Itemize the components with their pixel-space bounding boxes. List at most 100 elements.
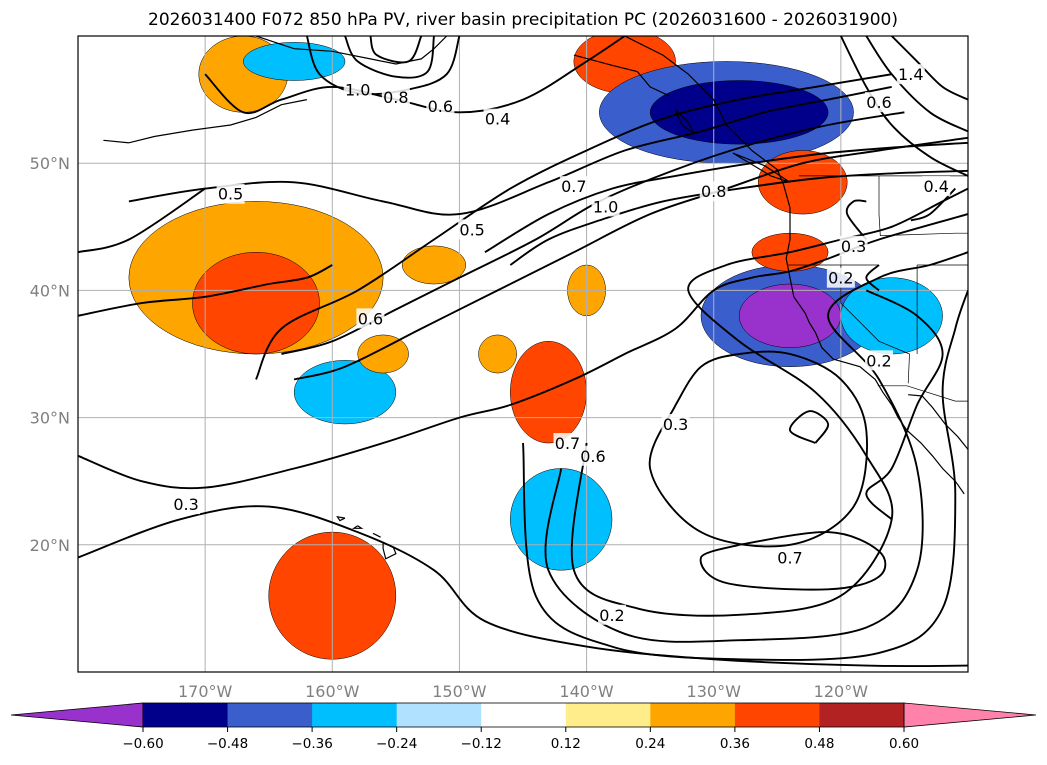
contour-label-backdrop [356,308,385,329]
coastline [103,99,308,144]
contour-label-backdrop [896,64,925,85]
latitude-tick-label: 30°N [30,409,70,428]
contour-label: 1.0 [345,80,370,99]
axis-ticks: 170°W 160°W 150°W 140°W 130°W 120°W 50°N 40°N 30… [30,154,869,701]
contour-label-backdrop [865,350,893,371]
colorbar-tick-label: −0.36 [291,736,332,752]
pv-contour-line [865,36,968,133]
state-border [877,385,968,402]
longitude-tick-label: 120°W [814,682,869,701]
colorbar-segment [650,703,736,727]
coastline [573,54,670,97]
coastline [624,36,965,495]
colorbar-tick-label: 0.60 [889,736,919,752]
contour-label: 0.8 [701,182,726,201]
contour-label: 0.6 [866,93,891,112]
coastline [372,532,381,538]
contour-label-backdrop [483,108,512,129]
contour-label-backdrop [598,604,626,625]
pv-contour-line [293,136,968,381]
pv-contour-line [891,36,968,101]
pv-contour-line [789,410,830,444]
contour-label-backdrop [865,92,893,113]
contour-label-backdrop [172,494,201,515]
longitude-tick-label: 160°W [305,682,360,701]
longitude-tick-label: 130°W [687,682,742,701]
contour-label-backdrop [591,196,620,217]
precip-shade-region [401,245,467,285]
pv-contour-line [78,264,333,317]
state-border [878,175,968,237]
contour-label: 0.2 [866,351,891,370]
pv-contour-line [484,141,968,254]
contour-label: 1.0 [593,197,618,216]
precip-shade-region [192,251,320,355]
longitude-tick-label: 150°W [432,682,487,701]
pv-contour-line [865,289,944,521]
contour-label-backdrop [343,79,372,100]
colorbar-tick-label: 0.24 [635,736,665,752]
latitude-tick-label: 40°N [30,281,70,300]
pv-contour-line [78,213,968,490]
contour-label: 0.5 [459,220,484,239]
contour-label-backdrop [922,176,951,197]
contour-label: 0.7 [561,177,586,196]
pv-contours [78,36,968,668]
colorbar-outline [142,702,905,728]
plot-title: 2026031400 F072 850 hPa PV, river basin … [148,10,898,30]
coastline [255,36,448,65]
colorbar-segment [143,703,229,727]
precip-shade-region [738,283,842,348]
pv-contour-line [845,199,868,241]
longitude-tick-label: 170°W [178,682,233,701]
colorbar-segment [734,703,820,727]
precip-shade-region [357,334,409,374]
colorbar-tick-label: −0.60 [122,736,163,752]
contour-label: 0.6 [580,447,605,466]
contour-label-backdrop [458,219,487,240]
precip-shade-region [649,80,829,145]
contour-label: 0.3 [173,495,198,514]
pv-contour-line [648,350,868,548]
colorbar-segment [565,703,651,727]
map-area[interactable]: 0.50.50.70.60.81.00.40.60.81.00.60.70.30… [78,30,968,672]
pv-contour-line [255,73,892,380]
contour-label-backdrop [699,181,728,202]
contour-label: 1.4 [898,65,923,84]
coastline [351,525,364,529]
contour-label-backdrop [661,413,690,434]
contour-label-backdrop [776,547,804,568]
precip-shade-region [478,334,517,374]
contour-label-backdrop [839,235,868,256]
state-borders [787,175,968,402]
contour-label-backdrop [553,433,582,454]
latitude-tick-label: 20°N [30,536,70,555]
colorbar: −0.60 −0.48 −0.36 −0.24 −0.12 0.12 0.24 0.36 0.4… [10,702,1037,752]
colorbar-segment [312,703,398,727]
contour-label: 0.7 [555,434,580,453]
pv-contour-line [865,264,880,292]
colorbar-segment [481,703,567,727]
pv-contour-line [522,290,968,661]
colorbar-tick-label: 0.36 [720,736,750,752]
pv-contour-line [369,36,423,64]
colorbar-tick-label: −0.12 [461,736,502,752]
colorbar-tick-label: 0.48 [804,736,834,752]
map-frame [77,35,969,673]
gridlines [78,36,968,672]
contour-label: 0.8 [383,88,408,107]
contour-labels: 0.50.50.70.60.81.00.40.60.81.00.60.70.30… [172,64,951,625]
contour-label: 0.3 [663,415,688,434]
precip-shade-region [510,341,587,444]
pv-contour-line [78,187,206,254]
contour-label-backdrop [559,176,588,197]
coastlines [103,36,968,560]
contour-label: 0.6 [358,309,383,328]
contour-label: 0.7 [777,549,802,568]
precip-shade-region [243,42,346,81]
colorbar-extend-high [903,702,1037,728]
latitude-tick-label: 50°N [30,154,70,173]
contour-label-backdrop [826,267,855,288]
precip-shade-region [293,360,397,425]
